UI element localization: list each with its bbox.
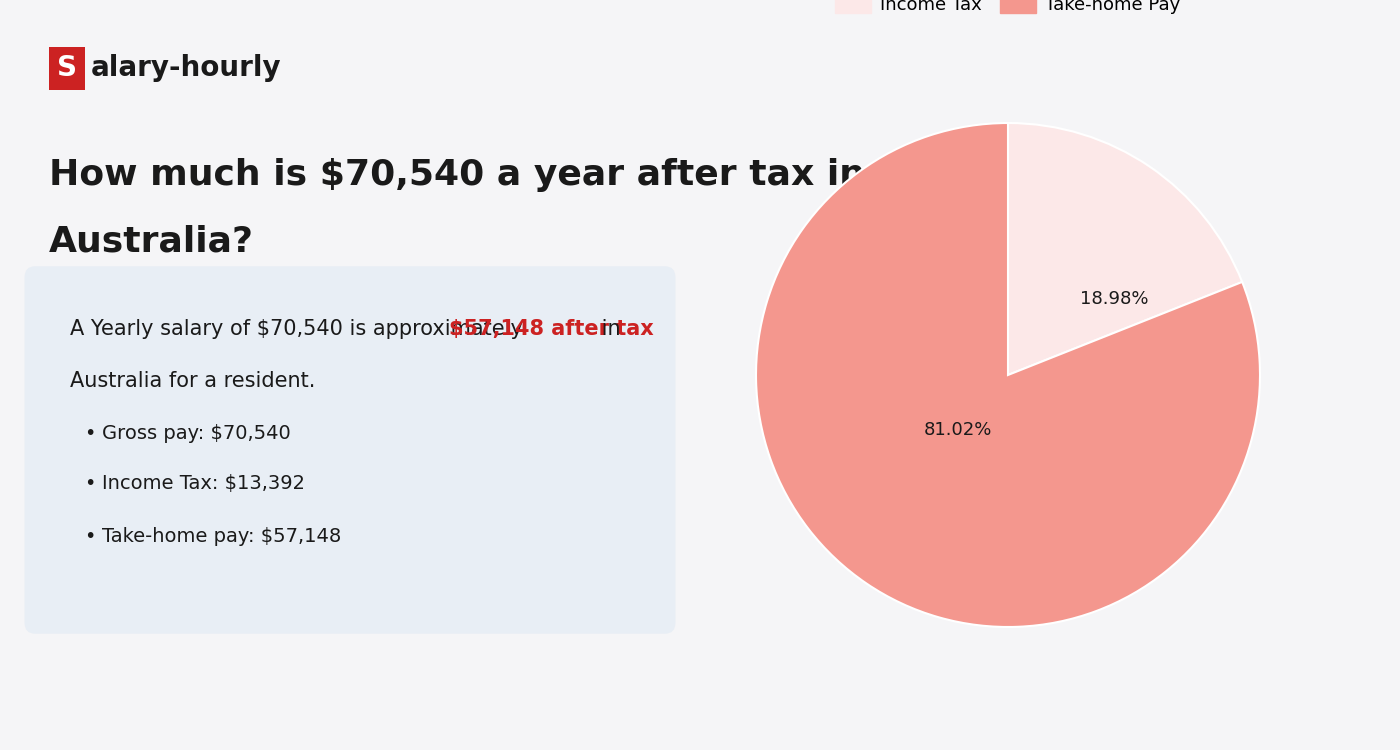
Text: Australia?: Australia? [49,225,253,259]
Text: 18.98%: 18.98% [1079,290,1148,308]
Text: Australia for a resident.: Australia for a resident. [70,371,315,392]
Text: Income Tax: $13,392: Income Tax: $13,392 [101,474,305,493]
Text: •: • [84,424,95,442]
Legend: Income Tax, Take-home Pay: Income Tax, Take-home Pay [829,0,1187,21]
Text: Take-home pay: $57,148: Take-home pay: $57,148 [101,526,340,545]
Text: Gross pay: $70,540: Gross pay: $70,540 [101,424,290,442]
Text: How much is $70,540 a year after tax in: How much is $70,540 a year after tax in [49,158,865,191]
Wedge shape [756,123,1260,627]
Text: A Yearly salary of $70,540 is approximately: A Yearly salary of $70,540 is approximat… [70,319,529,339]
Text: •: • [84,474,95,493]
Text: in: in [595,319,620,339]
Text: •: • [84,526,95,545]
FancyBboxPatch shape [25,266,675,634]
Text: 81.02%: 81.02% [924,422,991,440]
Wedge shape [1008,123,1242,375]
Text: alary-hourly: alary-hourly [91,54,281,82]
FancyBboxPatch shape [49,46,85,90]
Text: S: S [57,54,77,82]
Text: $57,148 after tax: $57,148 after tax [449,319,654,339]
